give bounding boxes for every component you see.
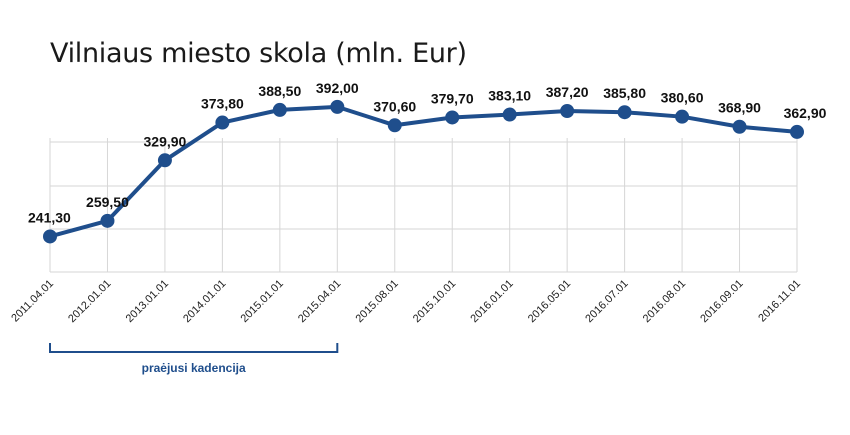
- data-point: [215, 115, 230, 130]
- series-line: [48, 104, 799, 239]
- data-label: 379,70: [431, 90, 474, 106]
- data-point: [157, 153, 172, 168]
- x-tick-label: 2015.10.01: [411, 278, 458, 325]
- data-label: 380,60: [661, 90, 704, 106]
- data-points: [43, 99, 804, 244]
- x-tick-label: 2016.07.01: [583, 278, 630, 325]
- data-label: 383,10: [488, 88, 531, 104]
- data-point: [732, 119, 747, 134]
- data-point: [445, 110, 460, 125]
- term-bracket: praėjusi kadencija: [49, 343, 339, 375]
- x-tick-label: 2011.04.01: [9, 278, 56, 325]
- x-tick-label: 2016.08.01: [641, 278, 688, 325]
- x-tick-label: 2015.04.01: [296, 278, 343, 325]
- data-point: [43, 229, 57, 244]
- chart-title: Vilniaus miesto skola (mln. Eur): [50, 38, 467, 69]
- x-tick-label: 2015.01.01: [239, 278, 286, 325]
- data-label: 385,80: [603, 85, 646, 101]
- data-point: [790, 124, 804, 139]
- data-point: [387, 118, 402, 133]
- data-label: 241,30: [28, 209, 71, 225]
- data-label: 370,60: [373, 98, 416, 114]
- data-label: 388,50: [258, 83, 301, 99]
- data-point: [330, 99, 345, 114]
- data-point: [675, 109, 690, 124]
- data-label: 392,00: [316, 80, 359, 96]
- data-label: 362,90: [784, 105, 827, 121]
- data-point: [100, 213, 115, 228]
- data-label: 387,20: [546, 84, 589, 100]
- data-labels: 241,30 259,50 329,90 373,80 388,50 392,00 370,…: [28, 80, 827, 226]
- data-point: [560, 104, 575, 119]
- x-tick-labels: 2011.04.01 2012.01.01 2013.01.01 2014.01.01…: [9, 278, 803, 325]
- data-point: [272, 102, 287, 117]
- x-tick-label: 2015.08.01: [353, 278, 400, 325]
- data-point: [617, 105, 632, 120]
- x-tick-label: 2016.01.01: [468, 278, 515, 325]
- bracket-label: praėjusi kadencija: [142, 361, 246, 375]
- x-tick-label: 2016.05.01: [526, 278, 573, 325]
- x-tick-label: 2016.09.01: [698, 278, 745, 325]
- data-point: [502, 107, 517, 122]
- x-tick-label: 2012.01.01: [66, 278, 113, 325]
- x-tick-label: 2013.01.01: [124, 278, 171, 325]
- bracket-line: [49, 343, 339, 353]
- data-label: 329,90: [144, 133, 187, 149]
- x-tick-label: 2016.11.01: [756, 278, 803, 325]
- data-label: 368,90: [718, 100, 761, 116]
- x-tick-label: 2014.01.01: [181, 278, 228, 325]
- data-label: 259,50: [86, 194, 129, 210]
- data-label: 373,80: [201, 96, 244, 112]
